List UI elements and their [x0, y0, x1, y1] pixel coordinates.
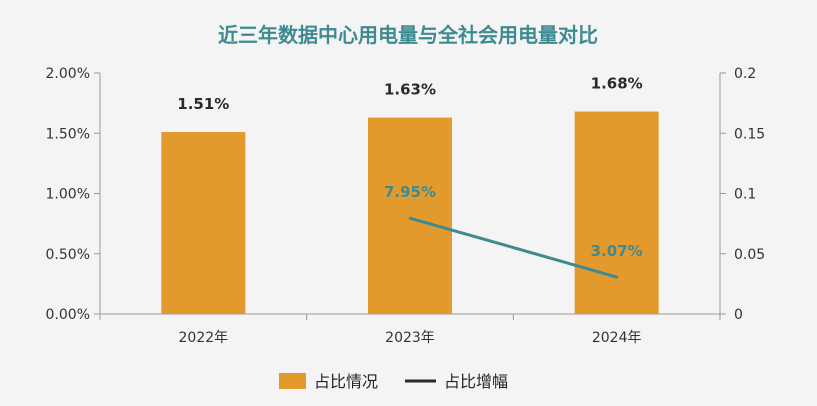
legend-bar-label: 占比情况 [314, 372, 378, 391]
line-point [615, 275, 619, 279]
x-tick-label: 2023年 [385, 330, 435, 346]
chart-title: 近三年数据中心用电量与全社会用电量对比 [218, 23, 598, 47]
line-series [409, 216, 618, 279]
bar-data-label: 1.51% [177, 95, 229, 113]
bar-data-label: 1.68% [591, 75, 643, 93]
bar [161, 132, 246, 314]
y-left-tick-label: 0.50% [46, 247, 90, 263]
line-data-label: 3.07% [591, 242, 643, 260]
legend: 占比情况 占比增幅 [279, 372, 508, 391]
legend-line-label: 占比增幅 [444, 372, 508, 391]
y-right-tick-label: 0 [734, 307, 743, 323]
y-left-tick-label: 2.00% [46, 66, 90, 82]
line-group: 7.95% 3.07% [384, 183, 643, 279]
bar-data-label: 1.63% [384, 81, 436, 99]
y-left-tick-label: 1.50% [46, 126, 90, 142]
y-left-tick-label: 1.00% [46, 187, 90, 203]
axes: 0.00% 0 0.50% 0.05 1.00% 0.1 1.50% 0.15 2.00% 0.2… [46, 66, 766, 346]
y-right-tick-label: 0.1 [734, 187, 756, 203]
bars-group: 1.51% 1.63% 1.68% [161, 75, 659, 315]
bar [368, 117, 452, 315]
y-right-tick-label: 0.05 [734, 247, 765, 263]
x-tick-label: 2022年 [179, 330, 229, 346]
x-tick-label: 2024年 [592, 330, 642, 346]
y-right-tick-label: 0.15 [734, 126, 765, 142]
line-point [408, 216, 412, 220]
line-data-label: 7.95% [384, 183, 436, 201]
y-left-tick-label: 0.00% [46, 307, 90, 323]
bar [574, 111, 659, 314]
legend-bar-swatch [279, 373, 306, 389]
y-right-tick-label: 0.2 [734, 66, 756, 82]
